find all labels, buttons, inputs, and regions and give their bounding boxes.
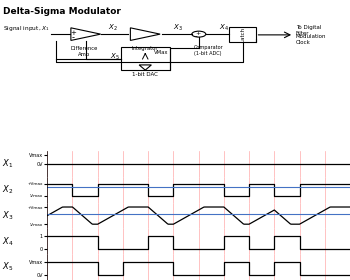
Text: VMax: VMax [154,50,168,55]
Text: $X_2$: $X_2$ [108,22,118,32]
Text: +: + [195,31,200,36]
Text: Latch: Latch [240,27,245,43]
Text: Modulation
Clock: Modulation Clock [296,34,326,45]
Text: $X_5$: $X_5$ [110,52,120,62]
Text: To Digital
Filter: To Digital Filter [296,25,321,36]
Text: $X_5$: $X_5$ [2,261,13,273]
Text: $X_2$: $X_2$ [2,184,13,196]
Bar [121,48,170,71]
Text: Comparator
(1-bit ADC): Comparator (1-bit ADC) [193,45,223,56]
Text: $X_3$: $X_3$ [2,209,13,222]
Text: Integrator: Integrator [132,46,159,51]
Text: -: - [195,32,198,42]
Text: Delta-Sigma Modulator: Delta-Sigma Modulator [3,7,121,16]
Text: $X_4$: $X_4$ [2,235,13,248]
Text: Difference
Amp: Difference Amp [70,46,98,57]
Text: $X_1$: $X_1$ [2,158,13,170]
Text: 1-bit DAC: 1-bit DAC [132,72,158,77]
Text: -: - [72,33,75,42]
Text: Signal input, $X_1$: Signal input, $X_1$ [3,24,50,33]
Text: $X_3$: $X_3$ [173,22,183,32]
Bar [229,27,256,42]
Text: $X_4$: $X_4$ [219,22,229,32]
Text: +: + [71,30,76,36]
